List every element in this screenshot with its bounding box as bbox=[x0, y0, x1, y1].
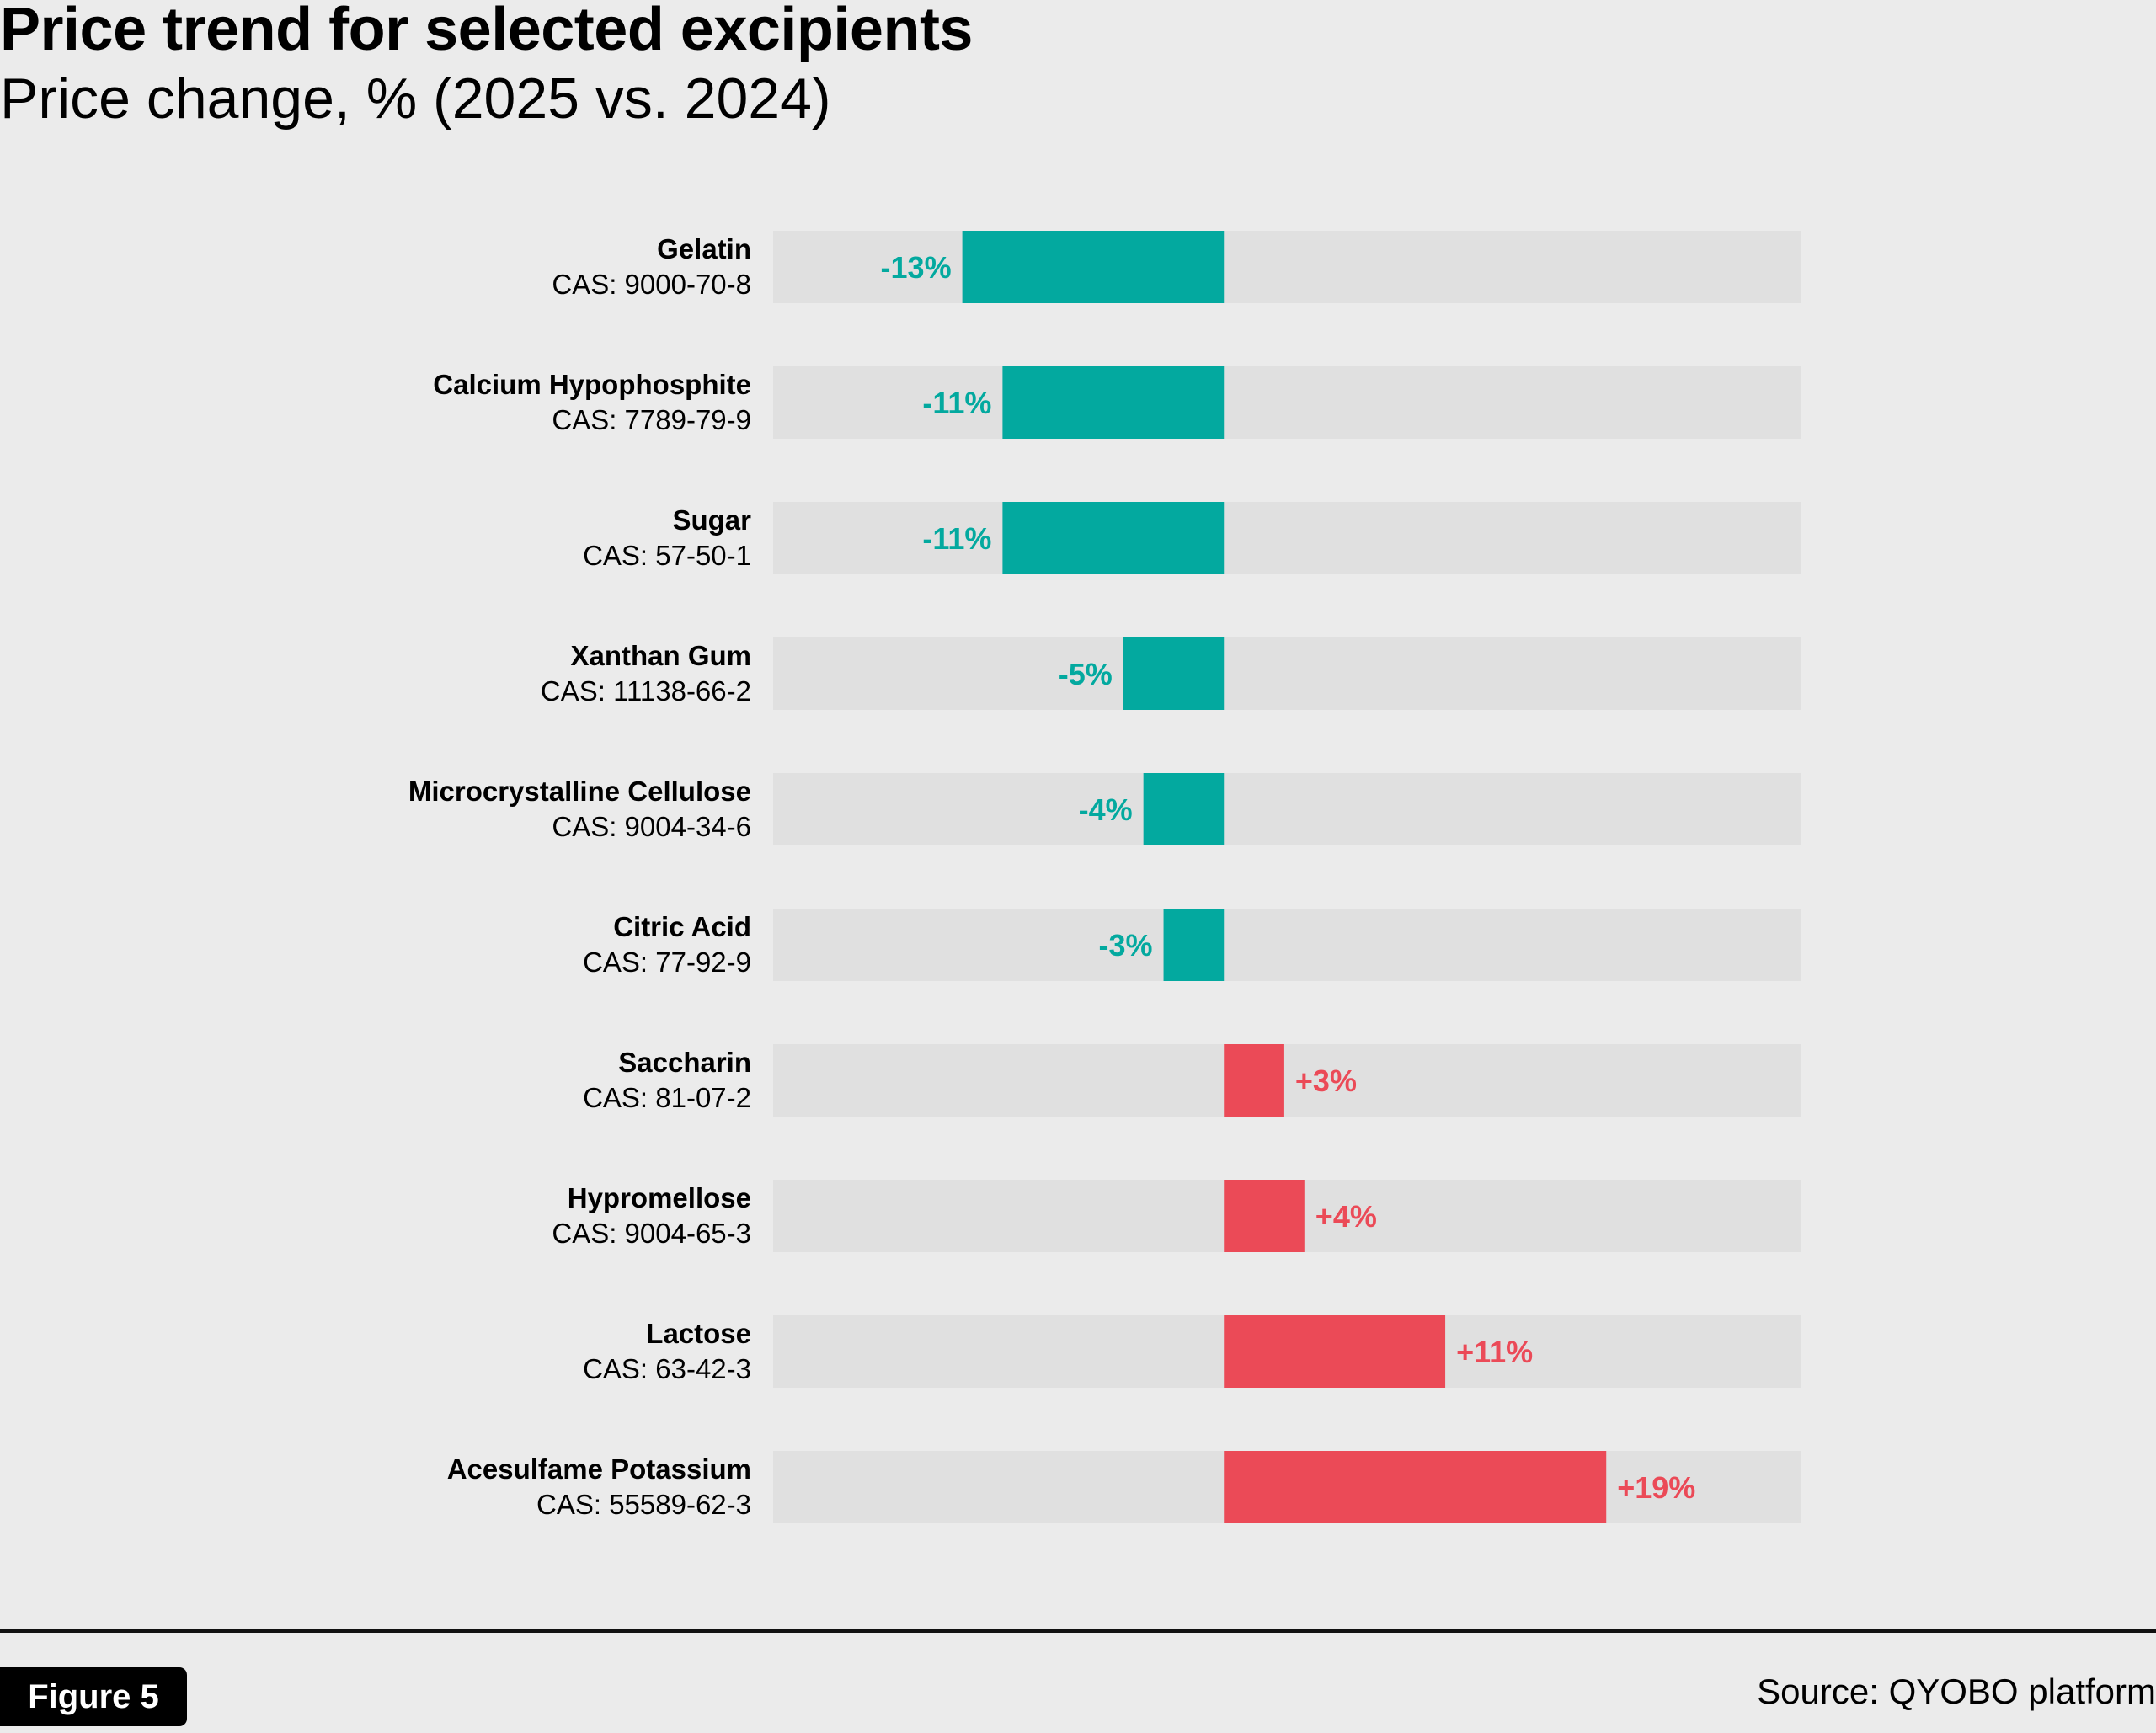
bar-track bbox=[773, 231, 1801, 303]
data-label: +11% bbox=[1456, 1335, 1533, 1369]
bar bbox=[1224, 1044, 1284, 1117]
category-label: Hypromellose bbox=[568, 1182, 751, 1213]
bar bbox=[1224, 1180, 1305, 1252]
data-label: +4% bbox=[1315, 1199, 1377, 1234]
data-label: -11% bbox=[922, 386, 991, 420]
figure-badge: Figure 5 bbox=[0, 1667, 187, 1726]
bar-track bbox=[773, 1044, 1801, 1117]
cas-label: CAS: 9004-65-3 bbox=[552, 1218, 751, 1249]
category-label: Calcium Hypophosphite bbox=[433, 369, 751, 400]
chart-title: Price trend for selected excipients bbox=[0, 0, 973, 63]
bar-chart: Gelatin CAS: 9000-70-8 -13% Calcium Hypopho… bbox=[408, 231, 1801, 1523]
cas-label: CAS: 7789-79-9 bbox=[552, 404, 751, 435]
category-label: Sugar bbox=[672, 504, 751, 536]
bar bbox=[1002, 502, 1225, 574]
data-label: -11% bbox=[922, 521, 991, 556]
category-label: Gelatin bbox=[657, 233, 751, 264]
cas-label: CAS: 11138-66-2 bbox=[541, 675, 751, 707]
bar bbox=[1224, 1451, 1607, 1523]
category-label: Xanthan Gum bbox=[570, 640, 751, 671]
bar bbox=[1002, 366, 1225, 439]
cas-label: CAS: 9004-34-6 bbox=[552, 811, 751, 842]
cas-label: CAS: 81-07-2 bbox=[583, 1082, 751, 1113]
category-label: Saccharin bbox=[618, 1047, 751, 1078]
bar-track bbox=[773, 773, 1801, 845]
source-note: Source: QYOBO platform bbox=[1757, 1672, 2156, 1711]
cas-label: CAS: 55589-62-3 bbox=[536, 1489, 751, 1520]
data-label: +19% bbox=[1617, 1470, 1695, 1505]
data-label: +3% bbox=[1295, 1064, 1357, 1098]
bar bbox=[1143, 773, 1225, 845]
cas-label: CAS: 9000-70-8 bbox=[552, 269, 751, 300]
bar-track bbox=[773, 909, 1801, 981]
bar bbox=[1163, 909, 1225, 981]
bar bbox=[962, 231, 1225, 303]
chart-subtitle: Price change, % (2025 vs. 2024) bbox=[0, 67, 831, 131]
bar bbox=[1123, 637, 1225, 710]
bar bbox=[1224, 1315, 1446, 1388]
data-label: -4% bbox=[1079, 792, 1133, 827]
category-label: Microcrystalline Cellulose bbox=[408, 776, 751, 807]
cas-label: CAS: 57-50-1 bbox=[583, 540, 751, 571]
bar-track bbox=[773, 637, 1801, 710]
data-label: -13% bbox=[881, 250, 952, 285]
category-label: Acesulfame Potassium bbox=[447, 1453, 751, 1485]
footer-divider bbox=[0, 1629, 2156, 1633]
category-label: Lactose bbox=[646, 1318, 751, 1349]
bar-track bbox=[773, 502, 1801, 574]
data-label: -3% bbox=[1099, 928, 1153, 962]
category-label: Citric Acid bbox=[613, 911, 751, 942]
data-label: -5% bbox=[1059, 657, 1113, 691]
bar-track bbox=[773, 366, 1801, 439]
cas-label: CAS: 63-42-3 bbox=[583, 1353, 751, 1384]
cas-label: CAS: 77-92-9 bbox=[583, 946, 751, 978]
